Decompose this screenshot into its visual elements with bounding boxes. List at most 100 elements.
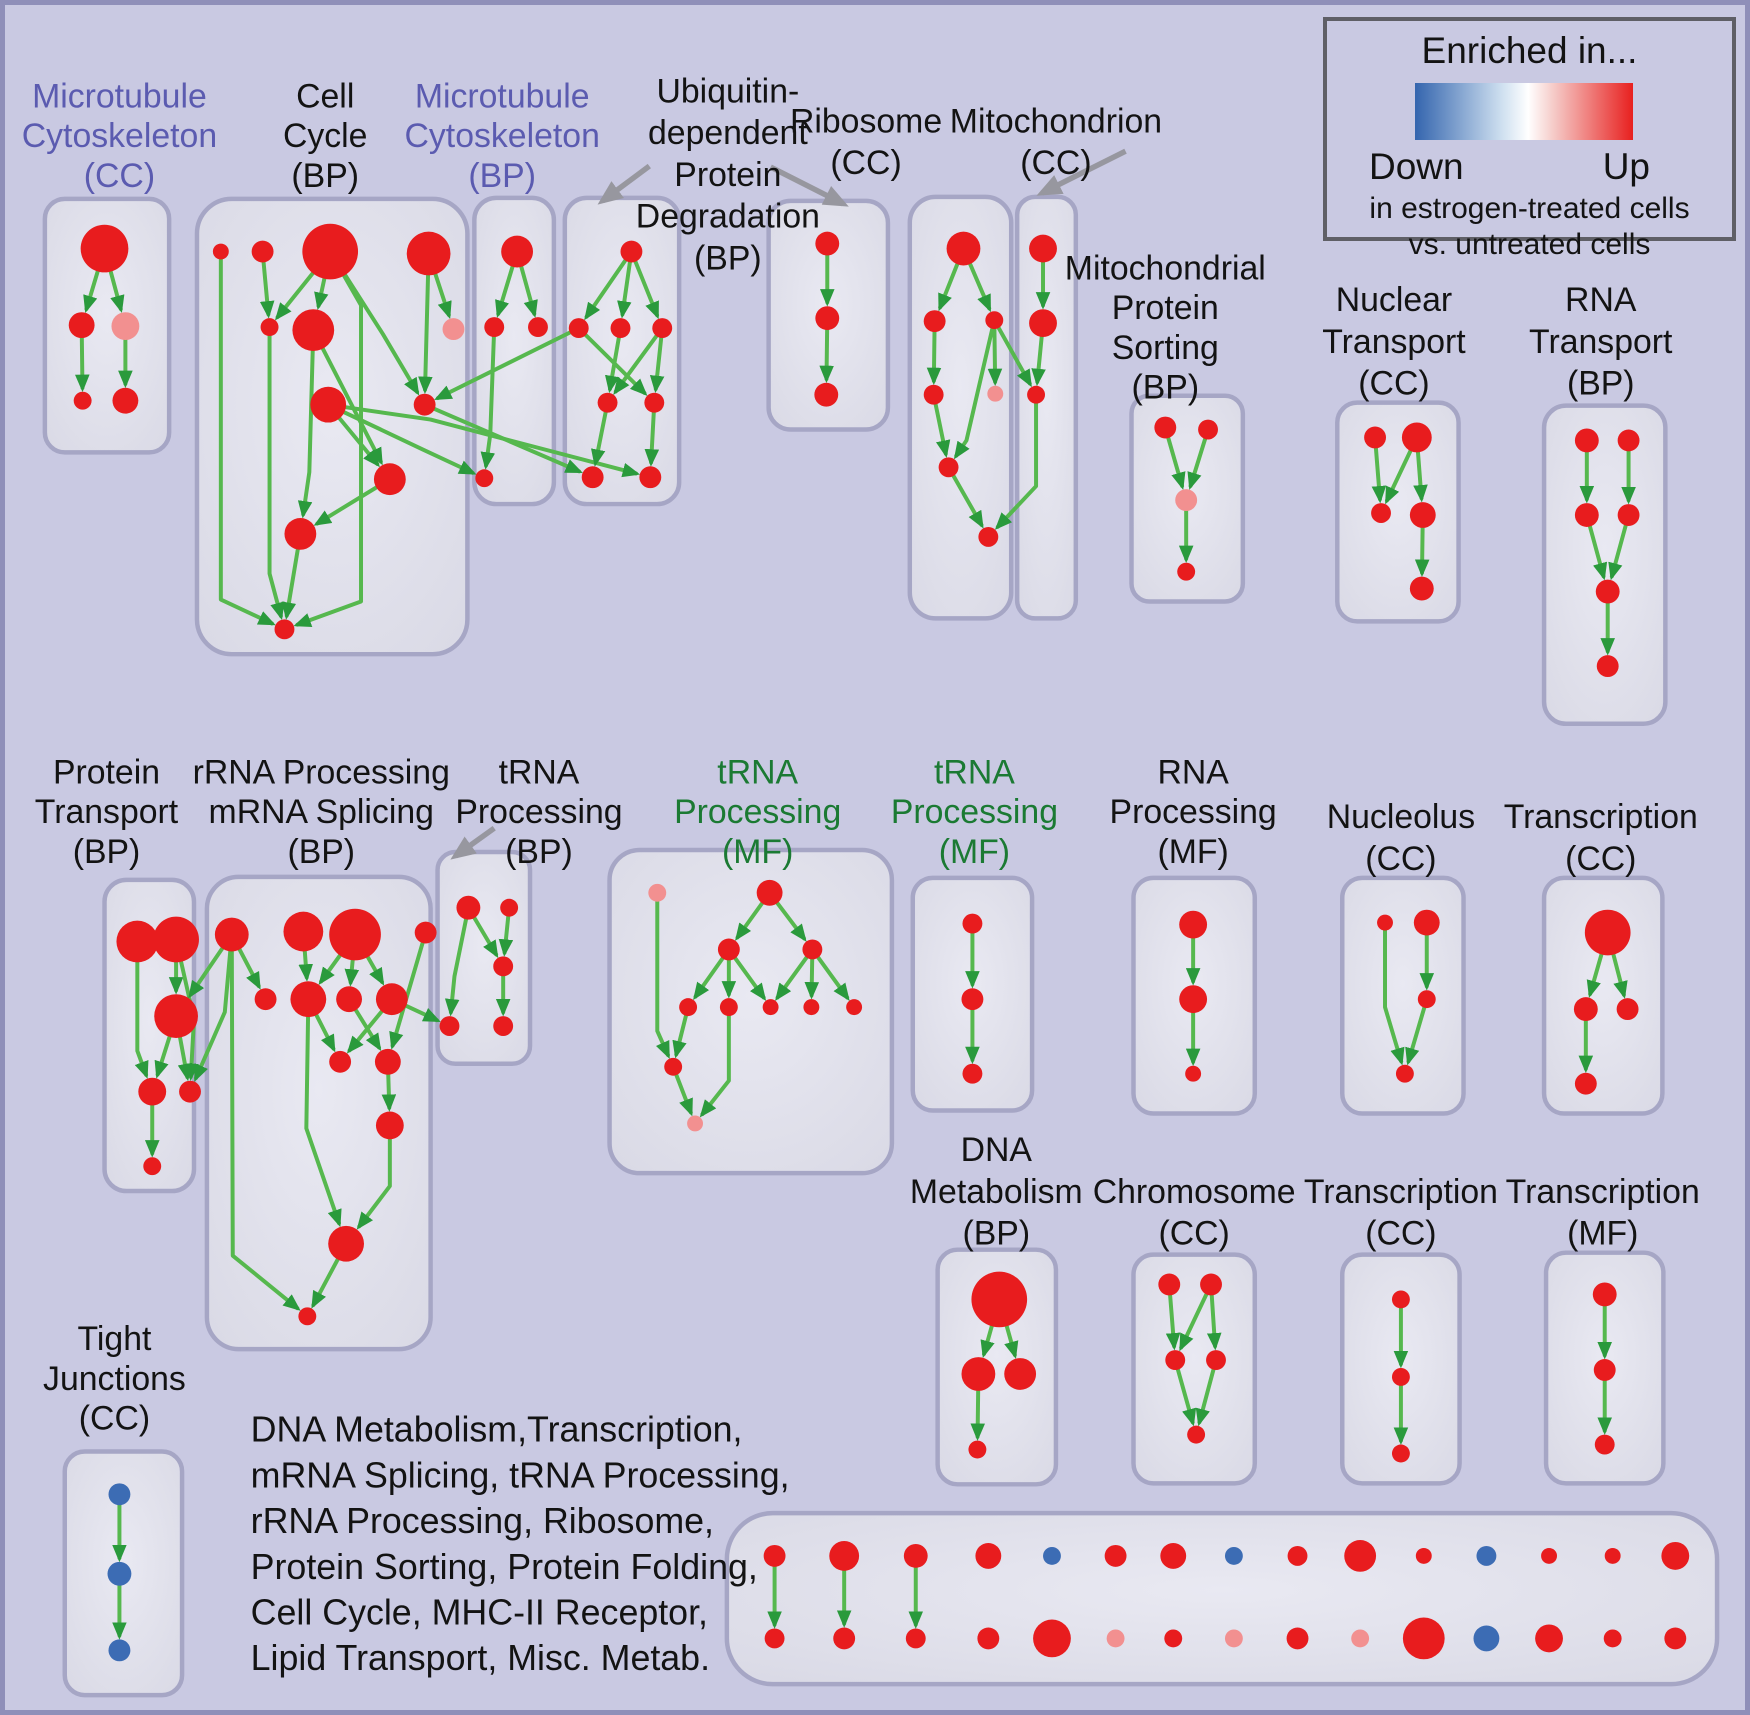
go-term-node: [719, 998, 738, 1017]
category-label: dependent: [648, 114, 808, 152]
go-term-node: [1395, 1064, 1414, 1083]
go-term-node: [1661, 1541, 1690, 1570]
go-term-node: [581, 466, 604, 489]
category-label: (BP): [291, 157, 359, 195]
category-label: (CC): [79, 1400, 150, 1438]
go-relation-edge: [444, 905, 471, 1017]
go-term-node: [1664, 1627, 1687, 1650]
go-term-node: [475, 469, 494, 488]
go-relation-edge: [591, 400, 610, 467]
go-term-node: [251, 240, 274, 263]
go-term-node: [1160, 1542, 1187, 1569]
category-label: Processing: [891, 793, 1058, 831]
category-label: (CC): [84, 157, 155, 195]
go-term-node: [406, 231, 451, 276]
category-box: [1131, 1252, 1258, 1486]
annotation-pointer-arrow: [597, 163, 651, 205]
category-label: Chromosome: [1093, 1173, 1296, 1211]
go-term-node: [260, 318, 279, 337]
category-label: (BP): [287, 833, 355, 871]
go-term-node: [946, 231, 981, 266]
category-label: Processing: [1110, 793, 1277, 831]
go-term-node: [1574, 428, 1599, 453]
go-term-node: [138, 1077, 167, 1106]
go-term-node: [374, 1048, 401, 1075]
go-relation-edge: [434, 326, 581, 401]
go-term-node: [648, 883, 667, 902]
category-box: [1335, 400, 1461, 624]
go-term-node: [1286, 1627, 1309, 1650]
go-relation-edge: [389, 930, 428, 1050]
go-term-node: [652, 318, 673, 339]
uncategorized-terms-text: mRNA Splicing, tRNA Processing,: [251, 1455, 790, 1495]
category-label: Nuclear: [1336, 281, 1452, 319]
go-relation-edge: [699, 1005, 731, 1118]
go-term-node: [687, 1115, 704, 1132]
go-term-node: [679, 998, 698, 1017]
category-label: Metabolism: [910, 1173, 1083, 1211]
go-term-node: [1224, 1629, 1243, 1648]
go-term-node: [1617, 429, 1640, 452]
go-term-node: [1574, 503, 1599, 527]
go-term-node: [1351, 1629, 1370, 1648]
category-label: RNA: [1565, 281, 1637, 319]
go-term-node: [903, 1543, 928, 1568]
go-term-node: [814, 382, 839, 407]
category-label: Transcription: [1504, 798, 1698, 836]
go-term-node: [274, 619, 295, 640]
go-term-node: [985, 311, 1004, 330]
uncategorized-terms-text: Lipid Transport, Misc. Metab.: [251, 1638, 710, 1678]
go-term-node: [108, 1483, 131, 1506]
go-term-node: [815, 231, 840, 256]
go-term-node: [1344, 1539, 1377, 1572]
category-label: Processing: [674, 793, 841, 831]
category-label: Transport: [1322, 323, 1466, 361]
go-term-node: [298, 1307, 317, 1326]
go-term-node: [1535, 1624, 1563, 1653]
go-term-node: [456, 895, 481, 920]
go-term-node: [310, 386, 347, 423]
go-relation-edge: [422, 402, 583, 474]
go-term-node: [1584, 909, 1631, 956]
go-term-node: [762, 999, 779, 1016]
legend-title: Enriched in...: [1421, 30, 1638, 71]
go-term-node: [764, 1628, 785, 1649]
category-label: (CC): [1365, 840, 1436, 878]
category-label: tRNA: [499, 753, 580, 791]
go-term-node: [328, 1225, 364, 1262]
go-relation-edge: [1383, 920, 1405, 1066]
go-term-node: [923, 384, 944, 405]
go-term-node: [212, 243, 229, 260]
go-term-node: [1593, 1359, 1616, 1381]
go-relation-edge: [1195, 1358, 1218, 1427]
go-term-node: [717, 938, 740, 961]
category-label: Mitochondrial: [1065, 249, 1266, 287]
category-label: Cytoskeleton: [404, 117, 599, 155]
category-label: Nucleolus: [1327, 798, 1475, 836]
category-label: (CC): [1565, 840, 1636, 878]
category-label: Cell: [296, 77, 354, 115]
category-label: Microtubule: [32, 77, 207, 115]
legend: Enriched in... Down Up in estrogen-treat…: [1323, 17, 1736, 260]
go-term-node: [1164, 1629, 1183, 1648]
go-relation-edge: [629, 249, 660, 320]
category-label: Microtubule: [415, 77, 590, 115]
category-label: (BP): [468, 157, 536, 195]
go-term-node: [1391, 1368, 1410, 1386]
go-term-node: [977, 1627, 1000, 1650]
go-term-node: [80, 224, 129, 273]
go-term-node: [1371, 503, 1391, 523]
uncategorized-terms-text: Protein Sorting, Protein Folding,: [251, 1547, 758, 1587]
go-term-node: [1206, 1350, 1226, 1370]
go-term-node: [1603, 1629, 1622, 1648]
go-relation-edge: [293, 249, 364, 627]
go-relation-edge: [356, 1123, 392, 1230]
category-box: [1340, 875, 1466, 1116]
go-term-node: [610, 318, 631, 339]
go-term-node: [493, 1016, 514, 1036]
go-term-node: [905, 1628, 926, 1649]
go-term-node: [968, 1440, 987, 1459]
go-term-node: [802, 939, 823, 960]
go-term-node: [962, 913, 983, 934]
go-term-node: [179, 1080, 201, 1103]
